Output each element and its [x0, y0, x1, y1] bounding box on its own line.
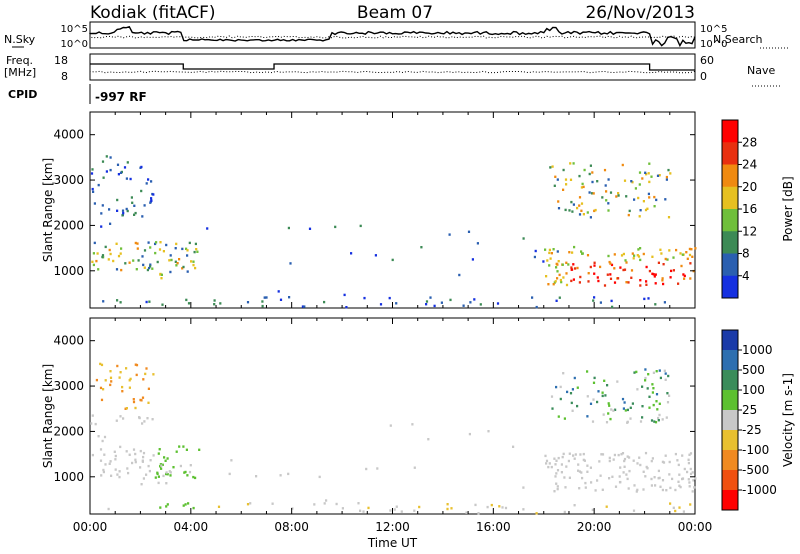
colorbar-frame-velocity: [721, 329, 739, 511]
colorbar-swatch-power-3: [722, 186, 738, 210]
colorbar-swatch-power-1: [722, 142, 738, 165]
colorbar-swatch-velocity-4: [722, 410, 738, 431]
colorbar-tick-power-2: 12: [742, 224, 757, 238]
colorbar-tick-velocity-6: -500: [742, 463, 769, 477]
colorbar-tick-velocity-4: -25: [742, 423, 762, 437]
xtick-label-2: 08:00: [274, 520, 309, 534]
heatmap-frame-velocity: [89, 317, 696, 515]
date-title: 26/Nov/2013: [585, 3, 695, 23]
nave-tick-bottom: 0: [700, 70, 707, 83]
xtick-label-0: 00:00: [73, 520, 108, 534]
noise-tick-right-top: 10^5: [700, 24, 727, 35]
colorbar-tick-power-0: 4: [742, 269, 750, 283]
nsearch-label: N.Search: [713, 33, 763, 46]
freq-unit-label: [MHz]: [4, 66, 36, 79]
colorbar-tick-velocity-2: 100: [742, 383, 765, 397]
beam-title: Beam 07: [357, 3, 433, 23]
colorbar-swatch-power-0: [722, 120, 738, 143]
colorbar-label-velocity: Velocity [m s-1]: [781, 373, 795, 467]
colorbar-tick-power-5: 24: [742, 158, 757, 172]
noise-panel-frame: [89, 21, 696, 49]
colorbar-tick-velocity-0: 1000: [742, 343, 773, 357]
ytick-label-velocity-3000: 3000: [53, 379, 84, 393]
heatmap-frame-power: [89, 111, 696, 309]
xtick-label-6: 00:00: [678, 520, 713, 534]
ytick-label-velocity-2000: 2000: [53, 424, 84, 438]
colorbar-swatch-velocity-8: [722, 490, 738, 511]
noise-tick-right-bottom: 10^0: [700, 39, 727, 50]
heatmap-cells-power: [90, 155, 697, 309]
ylabel-power: Slant Range [km]: [41, 158, 55, 262]
colorbar-tick-velocity-5: -100: [742, 443, 769, 457]
colorbar-swatch-velocity-2: [722, 370, 738, 391]
nsky-trace: [89, 25, 696, 48]
colorbar-swatch-power-2: [722, 164, 738, 188]
xtick-label-3: 12:00: [375, 520, 410, 534]
xtick-label-5: 20:00: [577, 520, 612, 534]
colorbar-swatch-power-6: [722, 253, 738, 277]
noise-tick-left-top: 10^5: [61, 24, 88, 35]
freq-tick-top: 18: [54, 54, 68, 67]
colorbar-swatch-velocity-3: [722, 390, 738, 411]
heatmap-cells-velocity: [90, 362, 697, 515]
ylabel-velocity: Slant Range [km]: [41, 364, 55, 468]
colorbar-label-power: Power [dB]: [781, 176, 795, 241]
ytick-label-velocity-1000: 1000: [53, 470, 84, 484]
colorbar-swatch-velocity-1: [722, 350, 738, 371]
colorbar-swatch-power-4: [722, 209, 738, 232]
colorbar-swatch-power-5: [722, 231, 738, 254]
ytick-label-power-2000: 2000: [53, 218, 84, 232]
nave-tick-top: 60: [700, 54, 714, 67]
colorbar-tick-velocity-1: 500: [742, 363, 765, 377]
nsky-label: N.Sky: [4, 33, 36, 46]
xaxis-label: Time UT: [367, 536, 418, 550]
colorbar-swatch-velocity-5: [722, 430, 738, 451]
colorbar-tick-power-3: 16: [742, 202, 757, 216]
freq-panel-frame: [89, 53, 696, 81]
freq-trace: [90, 63, 695, 71]
colorbar-swatch-velocity-0: [722, 330, 738, 351]
nave-label: Nave: [747, 64, 775, 77]
ytick-label-power-1000: 1000: [53, 264, 84, 278]
colorbar-tick-power-4: 20: [742, 180, 757, 194]
colorbar-swatch-velocity-6: [722, 450, 738, 471]
noise-tick-left-bottom: 10^0: [61, 39, 88, 50]
colorbar-swatch-velocity-7: [722, 470, 738, 491]
freq-tick-bottom: 8: [61, 70, 68, 83]
freq-label: Freq.: [6, 54, 33, 67]
colorbar-tick-power-6: 28: [742, 135, 757, 149]
nsearch-trace: [89, 35, 696, 39]
xtick-label-1: 04:00: [174, 520, 209, 534]
colorbar-tick-velocity-3: 25: [742, 403, 757, 417]
cpid-value: -997 RF: [95, 90, 147, 104]
colorbar-tick-velocity-7: -1000: [742, 483, 777, 497]
colorbar-tick-power-1: 8: [742, 247, 750, 261]
ytick-label-velocity-4000: 4000: [53, 334, 84, 348]
ytick-label-power-4000: 4000: [53, 128, 84, 142]
xtick-label-4: 16:00: [476, 520, 511, 534]
nave-trace: [89, 70, 696, 74]
ytick-label-power-3000: 3000: [53, 173, 84, 187]
station-title: Kodiak (fitACF): [90, 3, 216, 23]
cpid-label: CPID: [8, 88, 37, 101]
colorbar-swatch-power-7: [722, 275, 738, 299]
